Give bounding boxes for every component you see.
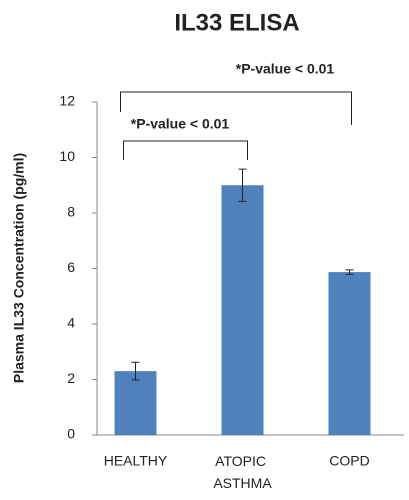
- error-bar: [345, 269, 354, 275]
- bracket: [123, 140, 248, 160]
- y-tick-label: 0: [67, 426, 75, 442]
- y-tick-label: 2: [67, 370, 75, 386]
- annotation: *P-value < 0.01: [236, 61, 335, 77]
- x-tick-label: HEALTHY: [104, 453, 168, 469]
- bar: [114, 371, 157, 435]
- y-tick-label: 4: [67, 315, 75, 331]
- bracket: [120, 91, 352, 125]
- chart-title: IL33 ELISA: [174, 9, 299, 36]
- y-tick-label: 10: [59, 148, 75, 164]
- bar: [221, 185, 264, 435]
- bar: [328, 272, 371, 435]
- error-bar: [131, 361, 140, 381]
- annotation: *P-value < 0.01: [131, 116, 230, 132]
- x-tick-label: COPD: [329, 453, 369, 469]
- x-tick-label: ATOPIC ASTHMA: [213, 453, 272, 491]
- error-bar: [238, 168, 247, 202]
- y-axis-label: Plasma IL33 Concentration (pg/ml): [11, 153, 27, 383]
- y-tick-label: 6: [67, 259, 75, 275]
- y-tick-label: 8: [67, 204, 75, 220]
- y-tick-label: 12: [59, 93, 75, 109]
